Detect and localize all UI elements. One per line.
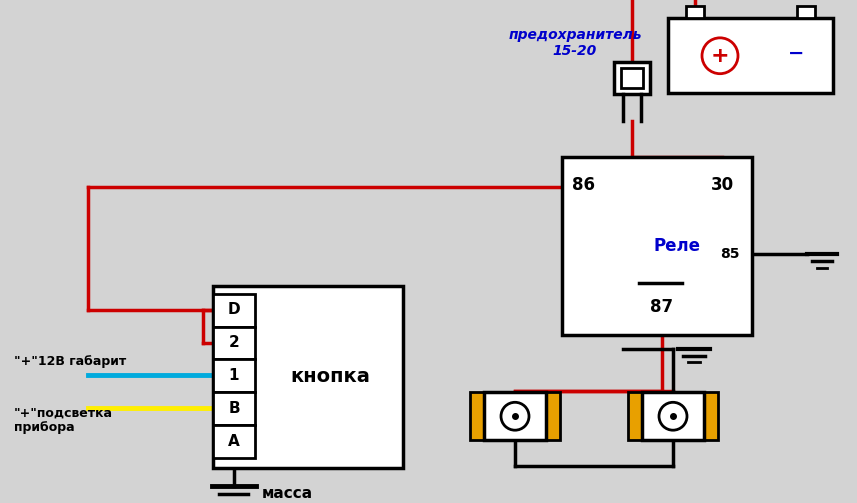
- Bar: [213, 360, 255, 392]
- Text: Реле: Реле: [654, 237, 700, 255]
- Text: прибора: прибора: [14, 421, 75, 434]
- Bar: [686, 6, 704, 18]
- Bar: [704, 392, 718, 440]
- Text: 30: 30: [710, 176, 734, 194]
- Circle shape: [702, 38, 738, 74]
- Bar: [621, 68, 643, 88]
- Bar: [562, 157, 752, 334]
- Text: 85: 85: [720, 247, 740, 261]
- Text: 2: 2: [229, 335, 239, 350]
- Bar: [614, 62, 650, 94]
- Text: кнопка: кнопка: [290, 367, 370, 386]
- Bar: [797, 6, 815, 18]
- Text: D: D: [228, 302, 240, 317]
- Bar: [213, 425, 255, 458]
- Bar: [704, 392, 718, 440]
- Bar: [470, 392, 484, 440]
- Circle shape: [501, 402, 529, 430]
- Text: масса: масса: [262, 486, 313, 501]
- Bar: [628, 392, 642, 440]
- Bar: [628, 392, 642, 440]
- Text: 86: 86: [572, 176, 596, 194]
- Text: 1: 1: [229, 368, 239, 383]
- Bar: [484, 392, 546, 440]
- Text: A: A: [228, 434, 240, 449]
- Text: +: +: [710, 46, 729, 66]
- Bar: [668, 18, 833, 93]
- Circle shape: [659, 402, 687, 430]
- Bar: [642, 392, 704, 440]
- Bar: [546, 392, 560, 440]
- Text: B: B: [228, 401, 240, 416]
- Text: предохранитель: предохранитель: [508, 28, 642, 42]
- Text: "+"подсветка: "+"подсветка: [14, 406, 113, 420]
- Bar: [546, 392, 560, 440]
- Text: 15-20: 15-20: [553, 44, 597, 58]
- Text: "+"12В габарит: "+"12В габарит: [14, 355, 126, 368]
- Bar: [213, 294, 255, 326]
- Bar: [213, 392, 255, 425]
- Text: −: −: [788, 44, 804, 63]
- Text: 87: 87: [650, 298, 674, 316]
- Bar: [213, 326, 255, 360]
- Bar: [213, 286, 403, 468]
- Bar: [470, 392, 484, 440]
